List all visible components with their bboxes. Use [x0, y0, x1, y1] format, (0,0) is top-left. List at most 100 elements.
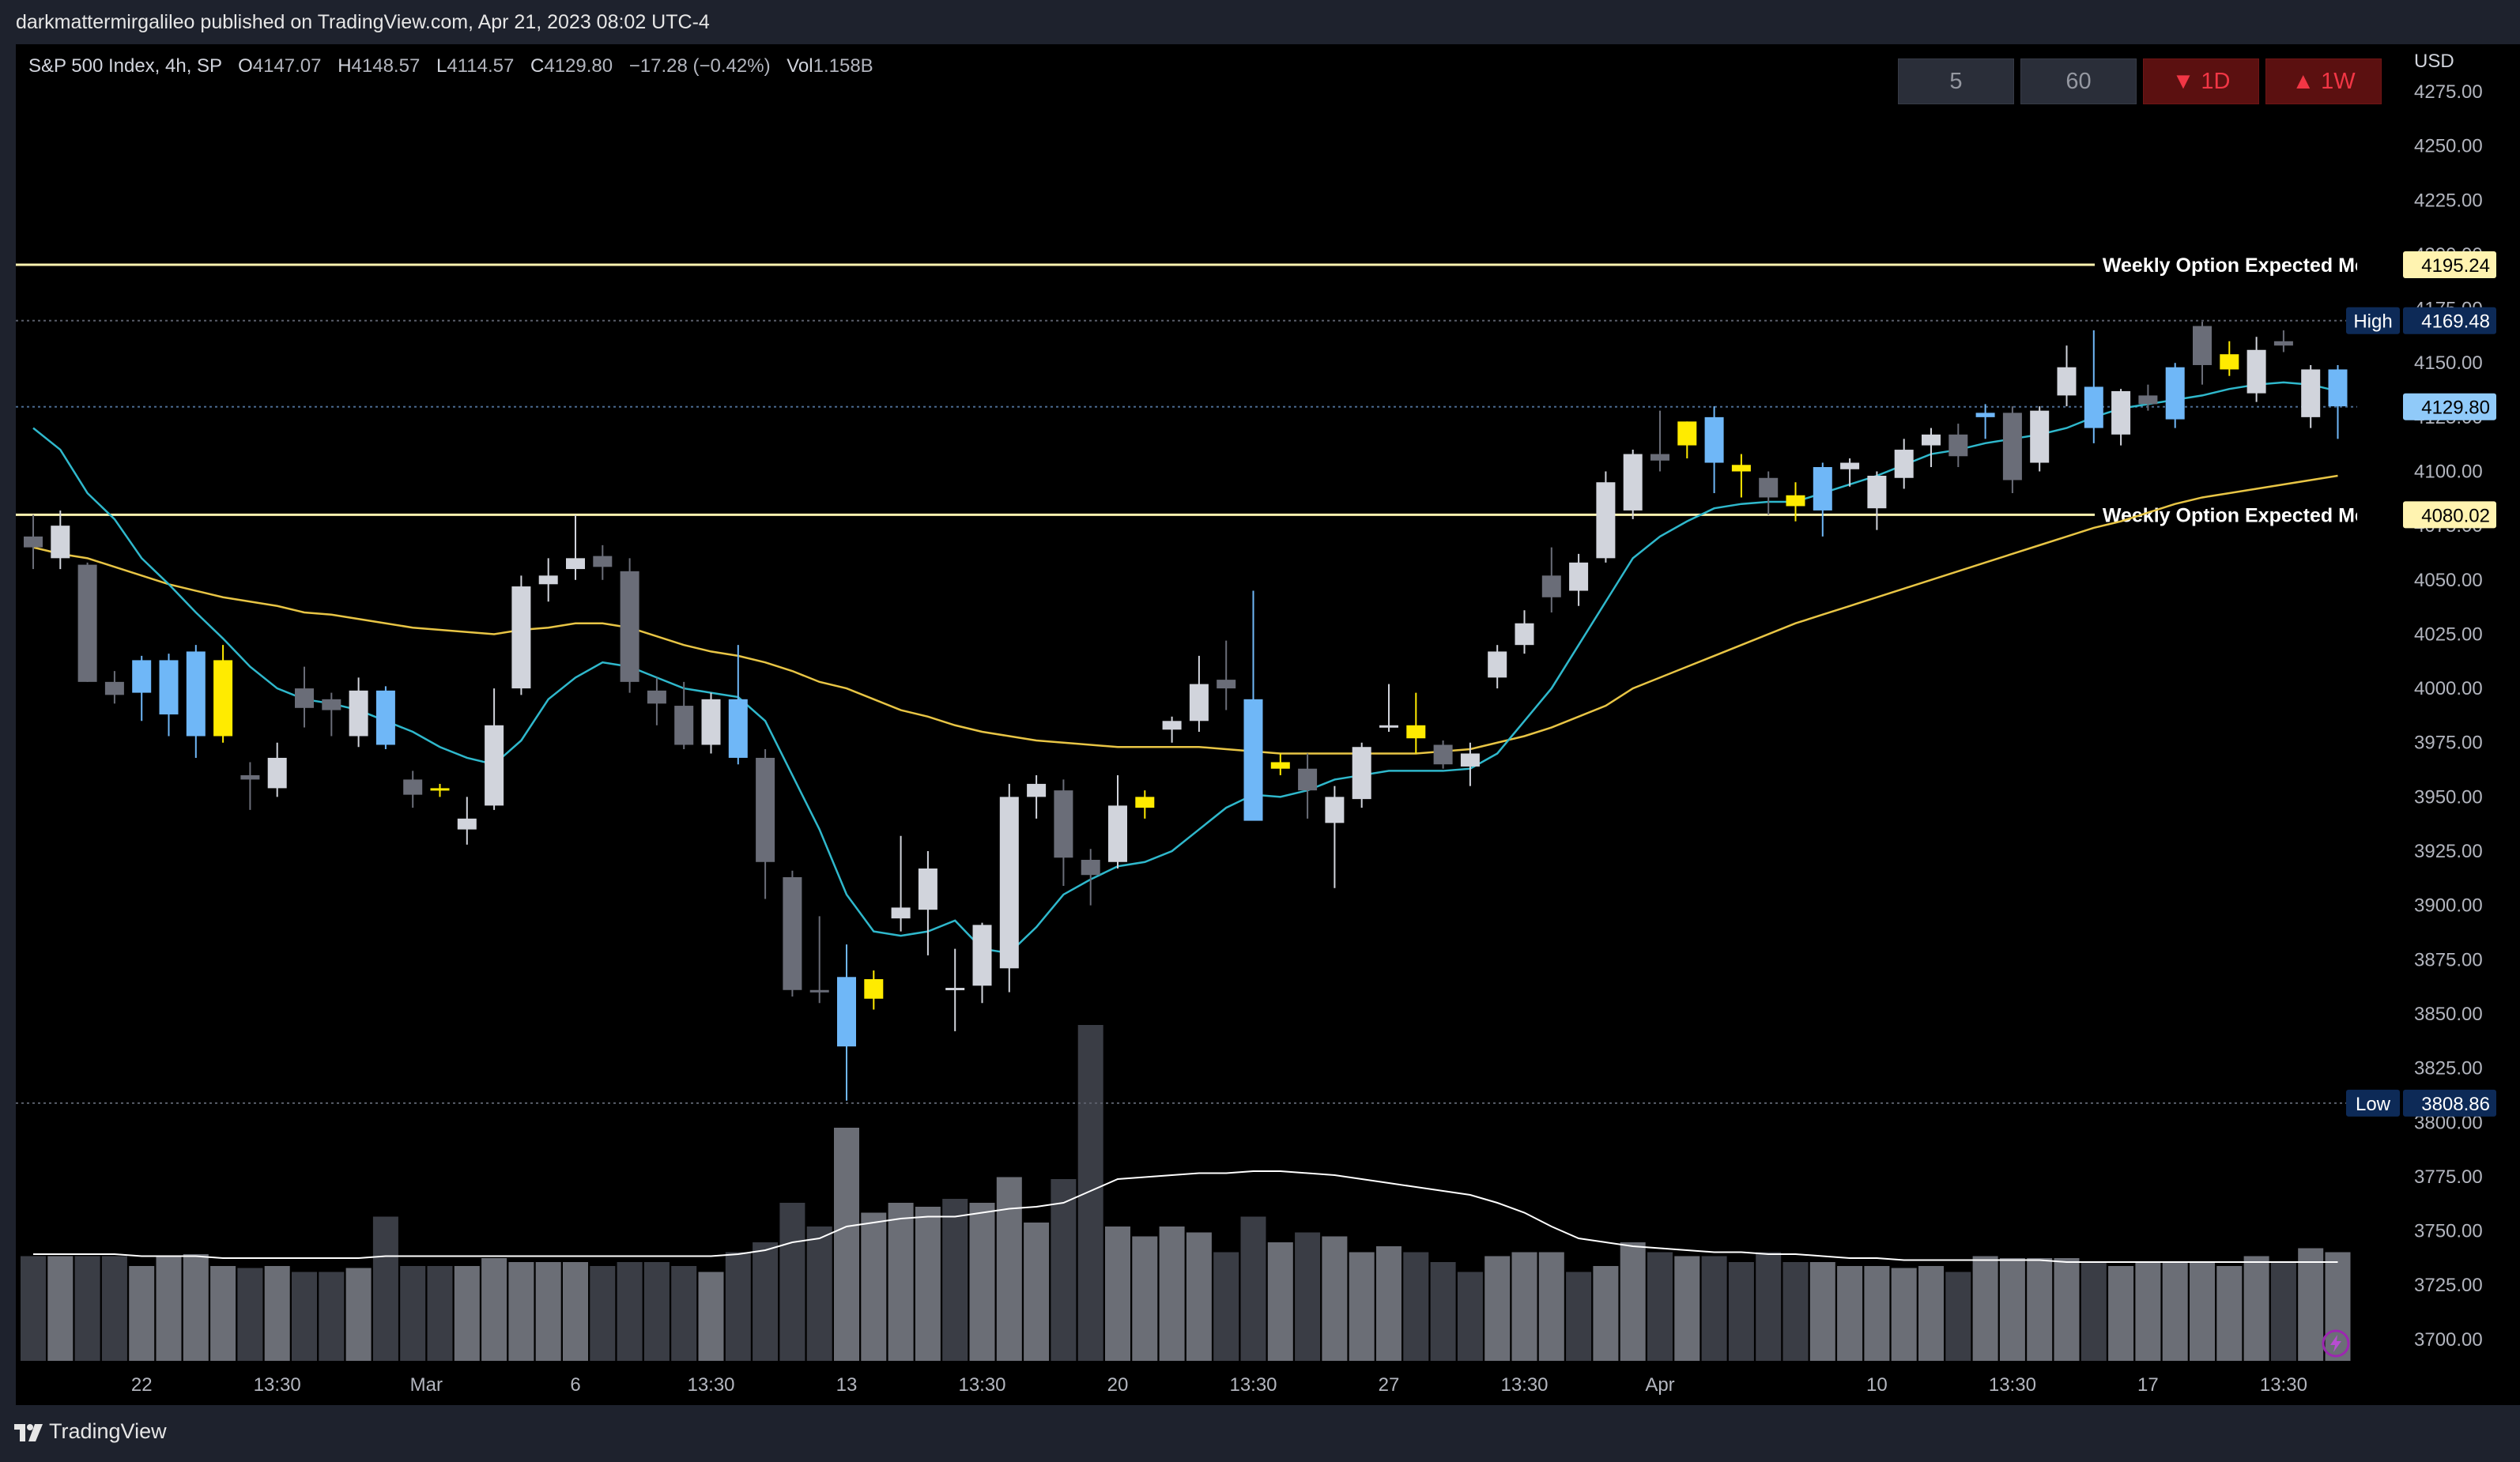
- candle-body: [2084, 386, 2103, 428]
- volume-label: Vol: [787, 55, 813, 77]
- candle-body: [1243, 699, 1263, 821]
- volume-bar: [1918, 1266, 1944, 1361]
- candle-body: [267, 757, 287, 789]
- volume-bar: [1701, 1256, 1727, 1361]
- candle-body: [1054, 790, 1073, 858]
- price-tick-label: 4000.00: [2414, 678, 2483, 699]
- candle-body: [1325, 797, 1345, 823]
- candle-body: [2273, 341, 2293, 346]
- moving-averages: [32, 381, 2338, 955]
- tradingview-logo-icon: [14, 1423, 43, 1441]
- volume-bar: [1674, 1256, 1700, 1361]
- volume-bar: [1213, 1252, 1239, 1361]
- candle-body: [2328, 369, 2348, 407]
- symbol-title: S&P 500 Index, 4h, SP: [28, 55, 223, 77]
- volume-bar: [535, 1262, 561, 1361]
- candle-body: [1894, 450, 1914, 478]
- candle-body: [1677, 421, 1697, 446]
- price-tick-label: 4150.00: [2414, 352, 2483, 374]
- volume-bar: [129, 1266, 155, 1361]
- footer-brand: TradingView: [14, 1419, 167, 1444]
- candle-body: [2193, 326, 2212, 365]
- time-axis: 22 13:30 Mar 6 13:30 13 13:30 20 13:30 27 13:30 Apr…: [16, 1361, 2357, 1405]
- volume-bar: [1077, 1025, 1103, 1361]
- volume-bar: [1782, 1262, 1809, 1361]
- candle-body: [891, 907, 911, 919]
- candle-body: [1189, 684, 1209, 722]
- price-badges: 4195.24 4080.02 4169.48 High 3808.86 Low 4129.…: [2346, 251, 2496, 1117]
- volume-bar: [508, 1262, 534, 1361]
- volume-bar: [74, 1256, 100, 1361]
- volume-bar: [2190, 1262, 2215, 1361]
- volume-bar: [1484, 1256, 1511, 1361]
- candle-body: [1217, 680, 1236, 689]
- volume-bar: [1647, 1252, 1673, 1361]
- volume-bar: [698, 1272, 724, 1361]
- candle-body: [2220, 354, 2239, 370]
- price-badge-value: 4080.02: [2421, 505, 2490, 526]
- volume-bar: [779, 1203, 805, 1361]
- time-axis-bg: [16, 1361, 2357, 1405]
- timeframe-5-button[interactable]: 5: [1898, 58, 2014, 104]
- volume-bar: [345, 1268, 372, 1361]
- candle-body: [728, 699, 748, 758]
- timeframe-1w-button[interactable]: ▲ 1W: [2265, 58, 2382, 104]
- candle-body: [1352, 747, 1371, 800]
- candle-body: [837, 977, 856, 1047]
- ema-short-line: [32, 381, 2338, 955]
- volume-bar: [481, 1258, 507, 1361]
- volume-bar: [2108, 1266, 2134, 1361]
- volume-bar: [996, 1177, 1022, 1361]
- price-tick-label: 3825.00: [2414, 1058, 2483, 1080]
- open-value: 4147.07: [252, 55, 322, 77]
- candle-body: [1867, 476, 1887, 509]
- volume-bar: [2298, 1248, 2324, 1361]
- currency-label: USD: [2414, 51, 2454, 72]
- volume-bar: [21, 1256, 46, 1361]
- volume-bar: [2054, 1258, 2080, 1361]
- time-tick-label: 22: [131, 1374, 153, 1396]
- time-tick-label: 13: [836, 1374, 858, 1396]
- volume-bar: [1620, 1242, 1646, 1361]
- volume-bar: [210, 1266, 236, 1361]
- volume-bar: [1864, 1266, 1890, 1361]
- price-badge: [2403, 307, 2496, 334]
- timeframe-1d-button[interactable]: ▼ 1D: [2143, 58, 2259, 104]
- timeframe-60-button[interactable]: 60: [2020, 58, 2137, 104]
- candle-body: [1460, 753, 1480, 767]
- volume-bar: [2162, 1262, 2188, 1361]
- chart-pane[interactable]: [16, 44, 2357, 1405]
- candle-body: [1081, 860, 1100, 876]
- candle-body: [375, 690, 395, 745]
- price-tick-label: 4225.00: [2414, 190, 2483, 211]
- volume-bar: [1267, 1242, 1293, 1361]
- candle-body: [918, 868, 937, 910]
- volume-bar: [1809, 1262, 1835, 1361]
- volume-bar: [888, 1203, 914, 1361]
- volume-bar: [264, 1266, 290, 1361]
- candle-body: [1135, 797, 1155, 808]
- lightning-icon[interactable]: [2321, 1328, 2351, 1358]
- volume-ma-line: [33, 1170, 2338, 1263]
- candle-body: [1623, 454, 1643, 511]
- volume-bar: [671, 1266, 697, 1361]
- price-badge: [2403, 501, 2496, 529]
- price-tick-label: 4100.00: [2414, 462, 2483, 483]
- price-tick-label: 3925.00: [2414, 841, 2483, 862]
- candle-body: [1515, 623, 1534, 646]
- candle-body: [1813, 467, 1832, 511]
- candle-body: [1298, 768, 1318, 791]
- low-value: 4114.57: [447, 55, 515, 77]
- volume-bar: [2216, 1266, 2243, 1361]
- candle-body: [511, 586, 531, 689]
- candle-body: [159, 660, 179, 715]
- price-tick-label: 3775.00: [2414, 1166, 2483, 1188]
- volume-bar: [400, 1266, 426, 1361]
- price-tick-label: 3975.00: [2414, 733, 2483, 754]
- time-tick-label: 13:30: [687, 1374, 734, 1396]
- volume-bar: [1593, 1266, 1619, 1361]
- volume-bar: [1349, 1252, 1375, 1361]
- candle-body: [1433, 744, 1453, 765]
- candle-body: [132, 660, 152, 693]
